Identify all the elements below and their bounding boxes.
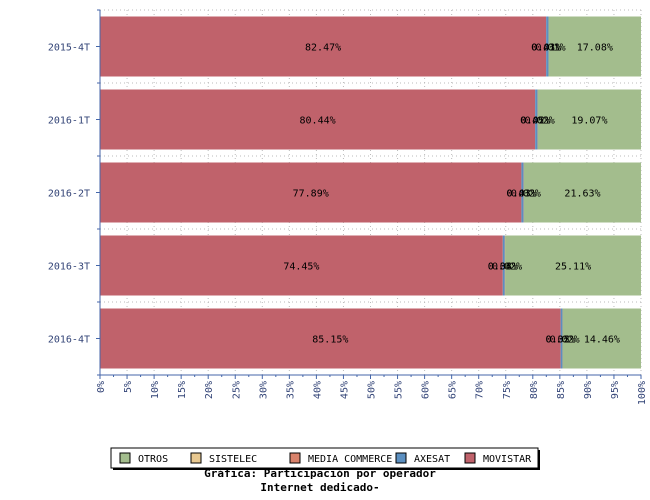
data-label-movistar: 74.45% bbox=[283, 262, 319, 273]
x-tick-label: 75% bbox=[502, 381, 513, 399]
chart-axes: 2015-4T 2016-1T 2016-2T 2016-3T 2016-4T 0% 5% 1… bbox=[48, 9, 648, 405]
x-tick-label: 70% bbox=[475, 381, 486, 399]
y-tick-label: 2016-4T bbox=[48, 335, 90, 346]
x-tick-label: 0% bbox=[96, 381, 107, 393]
bar-segment-movistar bbox=[100, 16, 547, 77]
x-tick-label: 30% bbox=[258, 381, 269, 399]
data-label-media-commerce: 0.03% bbox=[507, 189, 537, 200]
x-tick-label: 10% bbox=[150, 381, 161, 399]
data-label-sistelec: 0.02% bbox=[550, 335, 580, 346]
chart-legend: OTROS SISTELEC MEDIA COMMERCE AXESAT MOVISTA… bbox=[110, 447, 540, 470]
data-label-media-commerce: 0.01% bbox=[531, 43, 561, 54]
x-tick-label: 60% bbox=[421, 381, 432, 399]
x-tick-label: 15% bbox=[177, 381, 188, 399]
bar-segment-otros bbox=[548, 16, 641, 77]
bar-segment-movistar bbox=[100, 89, 536, 150]
chart-subtitle: Internet dedicado- bbox=[260, 481, 380, 494]
data-label-movistar: 77.89% bbox=[293, 189, 329, 200]
y-tick-label: 2016-1T bbox=[48, 116, 90, 127]
data-label-sistelec: 0.02% bbox=[492, 262, 522, 273]
x-tick-label: 40% bbox=[312, 381, 323, 399]
bar-segment-movistar bbox=[100, 308, 561, 369]
data-label-axesat: 0.43% bbox=[506, 189, 536, 200]
chart-bars: 82.47% 0.43%0.01%0.01% 17.08%80.44% 0.45%0.… bbox=[100, 16, 641, 369]
bar-segment-otros bbox=[537, 89, 641, 150]
data-label-otros: 25.11% bbox=[555, 262, 591, 273]
data-label-axesat: 0.35% bbox=[546, 335, 576, 346]
legend-swatch-sistelec bbox=[190, 452, 202, 464]
x-tick-label: 35% bbox=[285, 381, 296, 399]
chart-title: Gráfica: Participación por operador bbox=[204, 467, 436, 480]
data-label-otros: 17.08% bbox=[577, 43, 613, 54]
data-label-sistelec: 0.02% bbox=[511, 189, 541, 200]
bar-segment-movistar bbox=[100, 235, 503, 296]
bar-segment-axesat bbox=[546, 16, 549, 77]
x-tick-label: 5% bbox=[123, 381, 134, 393]
data-label-movistar: 85.15% bbox=[312, 335, 348, 346]
legend-swatch-axesat bbox=[395, 452, 407, 464]
x-tick-label: 45% bbox=[339, 381, 350, 399]
data-label-otros: 21.63% bbox=[564, 189, 600, 200]
legend-swatch-media-commerce bbox=[289, 452, 301, 464]
x-tick-label: 25% bbox=[231, 381, 242, 399]
x-tick-label: 85% bbox=[556, 381, 567, 399]
data-label-movistar: 82.47% bbox=[305, 43, 341, 54]
bar-segment-otros bbox=[505, 235, 641, 296]
data-label-sistelec: 0.02% bbox=[525, 116, 555, 127]
legend-swatch-otros bbox=[119, 452, 131, 464]
x-tick-label: 20% bbox=[204, 381, 215, 399]
y-tick-label: 2016-3T bbox=[48, 262, 90, 273]
x-tick-label: 95% bbox=[610, 381, 621, 399]
data-label-otros: 14.46% bbox=[584, 335, 620, 346]
bar-segment-axesat bbox=[521, 162, 524, 223]
bar-segment-otros bbox=[523, 162, 641, 223]
data-label-axesat: 0.43% bbox=[531, 43, 561, 54]
legend-label-media-commerce: MEDIA COMMERCE bbox=[308, 454, 392, 465]
bar-segment-axesat bbox=[502, 235, 505, 296]
legend-box bbox=[110, 447, 539, 469]
data-label-axesat: 0.38% bbox=[488, 262, 518, 273]
y-tick-label: 2015-4T bbox=[48, 43, 90, 54]
legend-label-sistelec: SISTELEC bbox=[209, 454, 257, 465]
x-tick-label: 50% bbox=[367, 381, 378, 399]
legend-swatch-movistar bbox=[464, 452, 476, 464]
y-tick-label: 2016-2T bbox=[48, 189, 90, 200]
data-label-axesat: 0.45% bbox=[520, 116, 550, 127]
bar-segment-axesat bbox=[560, 308, 563, 369]
legend-label-axesat: AXESAT bbox=[414, 454, 450, 465]
legend-label-movistar: MOVISTAR bbox=[483, 454, 532, 465]
data-label-media-commerce: 0.02% bbox=[521, 116, 551, 127]
bar-segment-movistar bbox=[100, 162, 522, 223]
bar-segment-otros bbox=[562, 308, 641, 369]
x-tick-label: 65% bbox=[448, 381, 459, 399]
x-tick-label: 90% bbox=[583, 381, 594, 399]
bar-segment-axesat bbox=[535, 89, 538, 150]
x-tick-label: 80% bbox=[529, 381, 540, 399]
x-tick-label: 100% bbox=[637, 381, 648, 405]
data-label-sistelec: 0.01% bbox=[535, 43, 565, 54]
x-tick-label: 55% bbox=[394, 381, 405, 399]
data-label-movistar: 80.44% bbox=[300, 116, 336, 127]
data-label-otros: 19.07% bbox=[571, 116, 607, 127]
data-label-media-commerce: 0.04% bbox=[488, 262, 518, 273]
data-label-media-commerce: 0.02% bbox=[546, 335, 576, 346]
legend-label-otros: OTROS bbox=[138, 454, 168, 465]
